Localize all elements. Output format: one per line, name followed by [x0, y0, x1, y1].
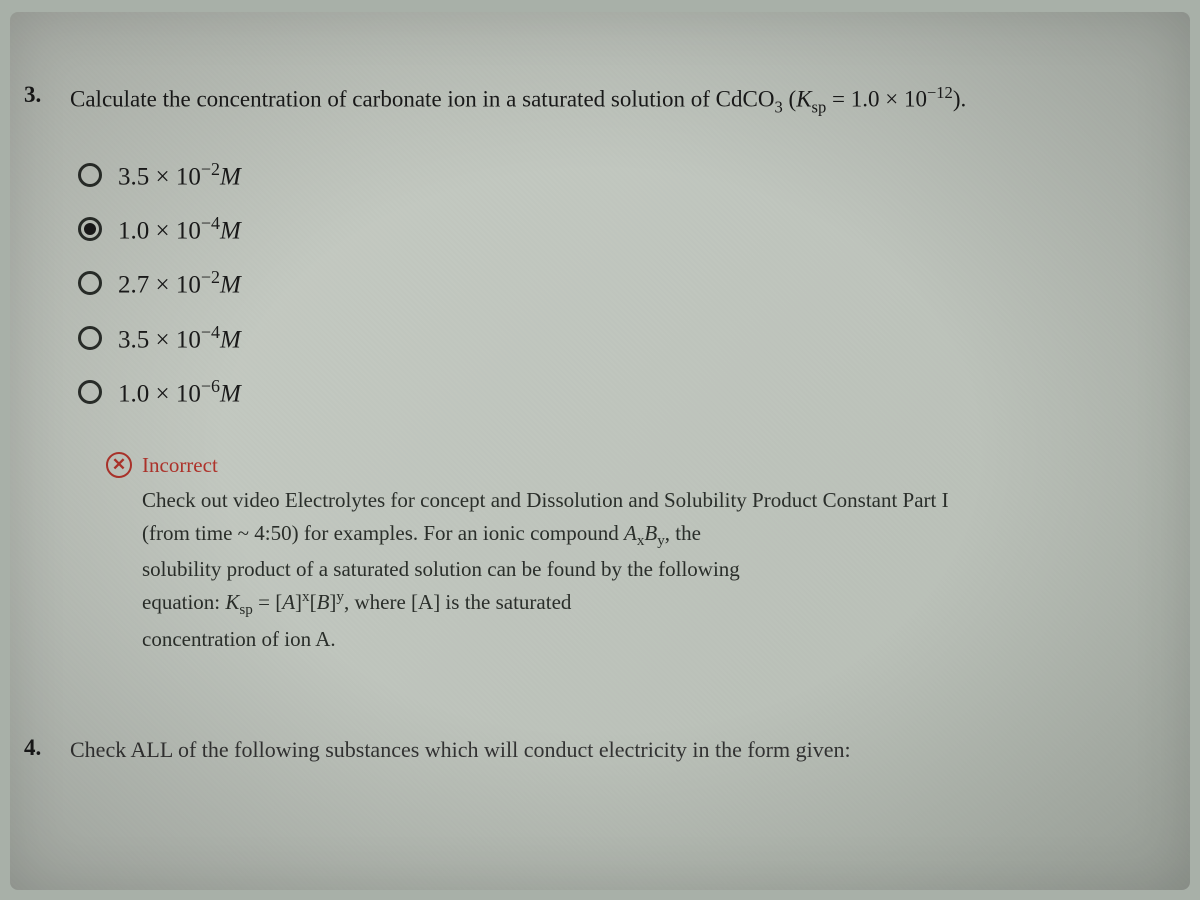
fb-line1: Check out video Electrolytes for concept…	[142, 488, 949, 512]
question-3-header: 3. Calculate the concentration of carbon…	[24, 82, 1170, 119]
fb-K: K	[225, 590, 239, 614]
question-3-options: 3.5 × 10−2M 1.0 × 10−4M 2.7 × 10−2M	[78, 159, 1170, 409]
fb-line3: solubility product of a saturated soluti…	[142, 557, 740, 581]
radio-e[interactable]	[78, 380, 102, 404]
incorrect-label: Incorrect	[142, 453, 218, 478]
option-e-label: 1.0 × 10−6M	[118, 376, 241, 408]
opt-a-unit: M	[220, 163, 241, 190]
fb-line2-post: , the	[665, 521, 701, 545]
fb-line5: concentration of ion A.	[142, 627, 336, 651]
fb-sp: sp	[239, 602, 252, 618]
opt-a-coeff: 3.5 × 10	[118, 163, 201, 190]
question-4-prompt: Check ALL of the following substances wh…	[70, 735, 851, 765]
q3-ksp-sup: −12	[927, 83, 953, 102]
option-b-label: 1.0 × 10−4M	[118, 213, 241, 245]
opt-e-exp: −6	[201, 376, 220, 396]
option-a-label: 3.5 × 10−2M	[118, 159, 241, 191]
opt-d-coeff: 3.5 × 10	[118, 326, 201, 353]
radio-b[interactable]	[78, 217, 102, 241]
opt-e-coeff: 1.0 × 10	[118, 380, 201, 407]
fb-line2-pre: (from time ~ 4:50) for examples. For an …	[142, 521, 624, 545]
option-d[interactable]: 3.5 × 10−4M	[78, 322, 1170, 354]
fb-x2: x	[302, 589, 310, 605]
fb-c1: ]	[295, 590, 302, 614]
feedback-block: ✕ Incorrect Check out video Electrolytes…	[106, 452, 1126, 655]
fb-o2: [	[310, 590, 317, 614]
feedback-header: ✕ Incorrect	[106, 452, 1126, 478]
question-4: 4. Check ALL of the following substances…	[24, 735, 1170, 765]
option-c-label: 2.7 × 10−2M	[118, 267, 241, 299]
fb-y2: y	[336, 589, 344, 605]
q3-paren-open: (	[783, 87, 796, 112]
radio-c[interactable]	[78, 271, 102, 295]
opt-c-coeff: 2.7 × 10	[118, 272, 201, 299]
fb-eq: = [	[253, 590, 282, 614]
fb-y: y	[657, 533, 665, 549]
radio-b-dot	[84, 223, 96, 235]
fb-line4-pre: equation:	[142, 590, 225, 614]
question-4-number: 4.	[24, 735, 52, 765]
feedback-body: Check out video Electrolytes for concept…	[142, 484, 1126, 655]
radio-a[interactable]	[78, 163, 102, 187]
opt-c-unit: M	[220, 272, 241, 299]
opt-c-exp: −2	[201, 267, 220, 287]
q3-ksp-k: K	[796, 87, 811, 112]
q3-prompt-text: Calculate the concentration of carbonate…	[70, 87, 774, 112]
fb-B2: B	[317, 590, 330, 614]
opt-b-exp: −4	[201, 213, 220, 233]
opt-b-unit: M	[220, 217, 241, 244]
quiz-page: 3. Calculate the concentration of carbon…	[10, 12, 1190, 890]
question-3: 3. Calculate the concentration of carbon…	[30, 82, 1170, 655]
incorrect-icon: ✕	[106, 452, 132, 478]
opt-a-exp: −2	[201, 159, 220, 179]
opt-e-unit: M	[220, 380, 241, 407]
option-d-label: 3.5 × 10−4M	[118, 322, 241, 354]
option-e[interactable]: 1.0 × 10−6M	[78, 376, 1170, 408]
fb-A: A	[624, 521, 637, 545]
opt-d-unit: M	[220, 326, 241, 353]
question-3-number: 3.	[24, 82, 52, 108]
option-a[interactable]: 3.5 × 10−2M	[78, 159, 1170, 191]
fb-B: B	[644, 521, 657, 545]
q3-ksp-eq: = 1.0 × 10	[826, 87, 927, 112]
fb-A2: A	[282, 590, 295, 614]
q3-ksp-sub: sp	[812, 97, 827, 116]
question-3-prompt: Calculate the concentration of carbonate…	[70, 82, 966, 119]
q3-paren-close: ).	[953, 87, 966, 112]
option-b[interactable]: 1.0 × 10−4M	[78, 213, 1170, 245]
option-c[interactable]: 2.7 × 10−2M	[78, 267, 1170, 299]
fb-line4-post: , where [A] is the saturated	[344, 590, 571, 614]
opt-b-coeff: 1.0 × 10	[118, 217, 201, 244]
opt-d-exp: −4	[201, 322, 220, 342]
q3-cdco3-sub: 3	[774, 97, 782, 116]
radio-d[interactable]	[78, 326, 102, 350]
